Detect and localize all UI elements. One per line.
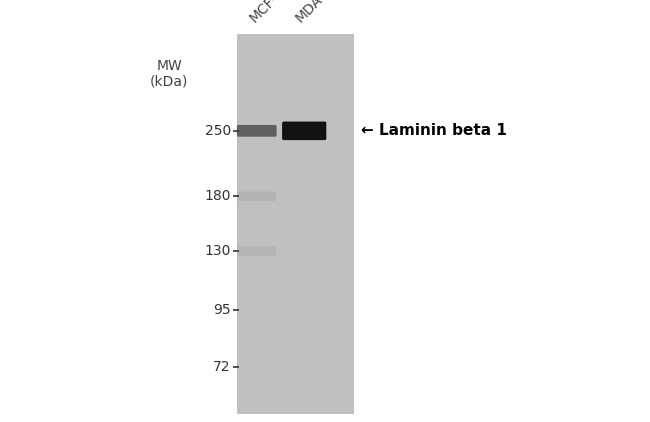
Bar (237, 34, 354, 414)
Text: ← Laminin beta 1: ← Laminin beta 1 (361, 123, 506, 138)
Text: 130: 130 (204, 244, 231, 258)
FancyBboxPatch shape (237, 125, 277, 137)
FancyBboxPatch shape (282, 122, 326, 140)
Text: 72: 72 (213, 360, 231, 374)
Text: 95: 95 (213, 303, 231, 317)
Text: MW
(kDa): MW (kDa) (150, 59, 188, 89)
Text: 250: 250 (205, 124, 231, 138)
FancyBboxPatch shape (238, 192, 276, 201)
Text: MCF-7: MCF-7 (247, 0, 287, 25)
FancyBboxPatch shape (238, 246, 276, 256)
Text: 180: 180 (204, 189, 231, 203)
Text: MDA-MB-231: MDA-MB-231 (292, 0, 365, 25)
